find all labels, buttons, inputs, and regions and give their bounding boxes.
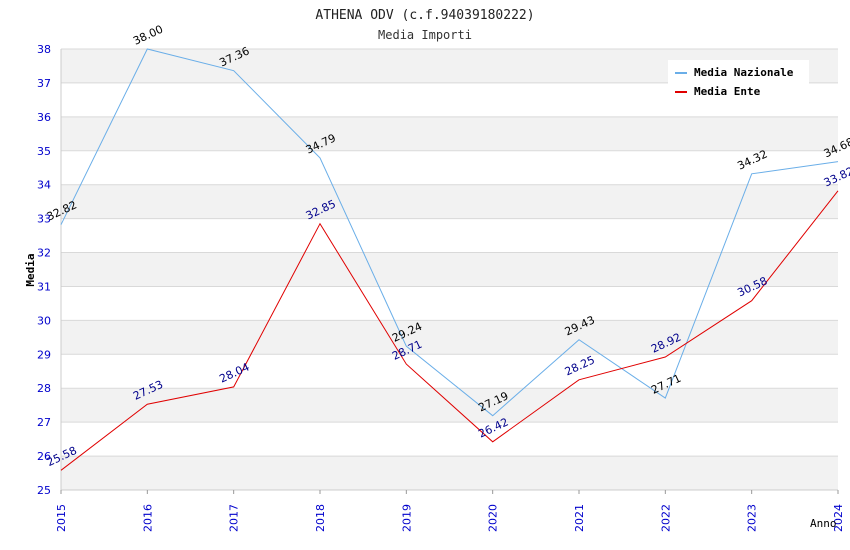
chart-title: ATHENA ODV (c.f.94039180222) — [315, 8, 534, 23]
grid-band — [61, 116, 838, 151]
x-tick-labels: 2015 2016 2017 2018 2019 2020 2021 2022 2023 2024 — [55, 490, 845, 532]
x-tick-label: 2015 — [55, 504, 68, 532]
y-tick-label: 37 — [37, 77, 51, 90]
x-tick-label: 2017 — [228, 504, 241, 532]
y-tick-label: 25 — [37, 484, 51, 497]
y-tick-label: 36 — [37, 111, 51, 124]
series-line — [60, 48, 839, 417]
y-tick-label: 30 — [37, 314, 51, 327]
x-tick-label: 2020 — [487, 504, 500, 532]
legend-label: Media Ente — [694, 85, 761, 98]
y-tick-label: 34 — [37, 179, 51, 192]
x-tick-label: 2016 — [141, 504, 154, 532]
y-tick-label: 26 — [37, 450, 51, 463]
legend: Media Nazionale Media Ente — [668, 60, 809, 101]
plot-bands — [61, 49, 838, 490]
data-label: 38.00 — [131, 23, 165, 48]
x-tick-label: 2023 — [746, 504, 759, 532]
y-tick-label: 35 — [37, 145, 51, 158]
y-tick-label: 27 — [37, 416, 51, 429]
y-tick-labels: 25 26 27 28 29 30 31 32 33 34 35 36 37 38 — [37, 43, 51, 497]
axes — [60, 49, 838, 491]
grid-band — [61, 388, 838, 423]
x-axis-label: Anno — [810, 517, 837, 530]
y-tick-label: 29 — [37, 348, 51, 361]
x-tick-label: 2021 — [573, 504, 586, 532]
grid-band — [61, 252, 838, 287]
grid-band — [61, 184, 838, 219]
grid-band — [61, 320, 838, 355]
chart-subtitle: Media Importi — [378, 28, 472, 42]
x-tick-label: 2018 — [314, 504, 327, 532]
grid-lines — [61, 48, 838, 491]
y-tick-label: 28 — [37, 382, 51, 395]
y-tick-label: 33 — [37, 213, 51, 226]
x-tick-label: 2022 — [659, 504, 672, 532]
data-label: 28.25 — [563, 353, 597, 378]
grid-band — [61, 456, 838, 490]
data-label: 28.04 — [217, 360, 251, 385]
x-tick-label: 2019 — [400, 504, 413, 532]
legend-box — [668, 60, 809, 101]
series-lines — [60, 48, 839, 471]
y-axis-label: Media — [24, 253, 37, 286]
y-tick-label: 31 — [37, 280, 51, 293]
y-tick-label: 38 — [37, 43, 51, 56]
legend-label: Media Nazionale — [694, 66, 794, 79]
x-tick-label: 2024 — [832, 504, 845, 532]
series-line — [60, 190, 839, 471]
y-tick-label: 32 — [37, 247, 51, 260]
